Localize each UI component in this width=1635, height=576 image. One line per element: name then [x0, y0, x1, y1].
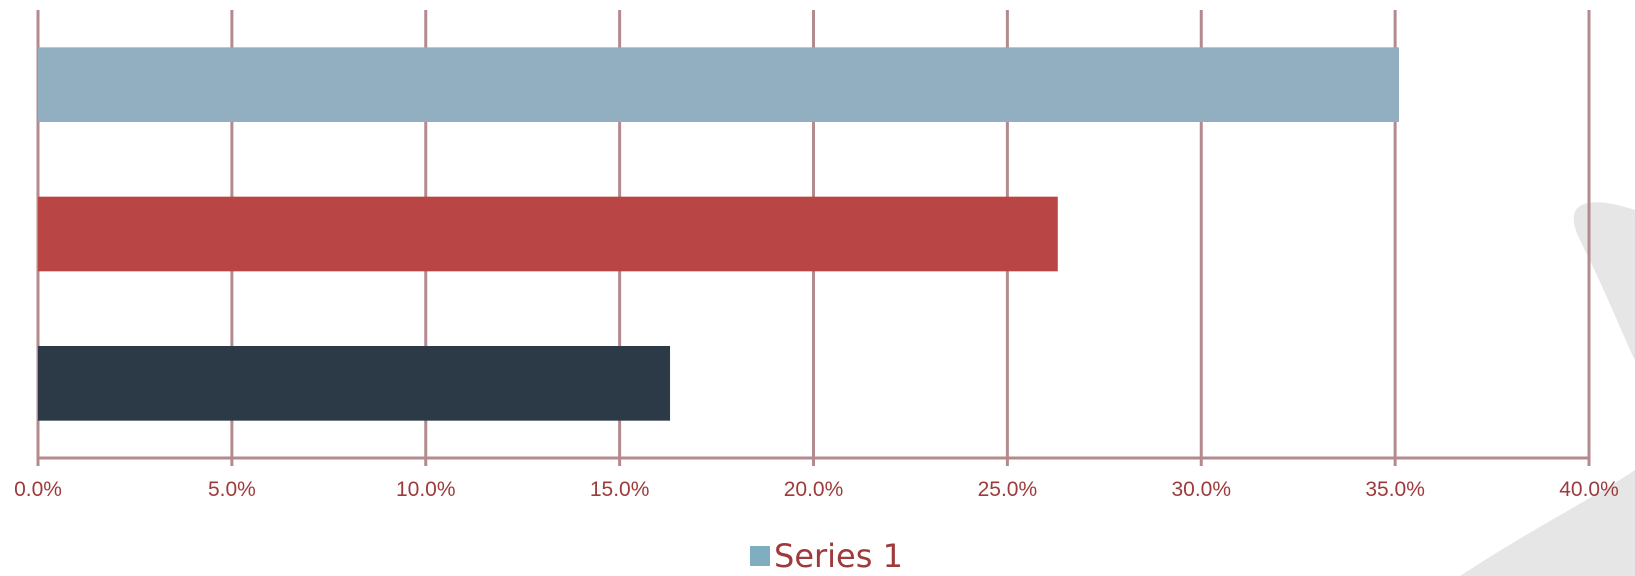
- x-tick-label: 25.0%: [978, 478, 1038, 501]
- x-tick-label: 35.0%: [1365, 478, 1425, 501]
- bar: [38, 196, 1058, 272]
- x-axis: 0.0% 5.0% 10.0% 15.0% 20.0% 25.0% 30.0% 35.0% 40…: [14, 456, 1619, 501]
- x-tick-label: 20.0%: [784, 478, 844, 501]
- background-swoosh-lower: [1460, 470, 1635, 576]
- x-tick-label: 15.0%: [590, 478, 650, 501]
- legend-swatch: [750, 546, 770, 566]
- x-tick-label: 40.0%: [1559, 478, 1619, 501]
- x-tick-label: 30.0%: [1171, 478, 1231, 501]
- bar: [38, 47, 1400, 123]
- bars: [38, 47, 1400, 421]
- legend-label: Series 1: [774, 537, 903, 575]
- background-swoosh: [1573, 202, 1635, 360]
- x-tick-label: 5.0%: [208, 478, 256, 501]
- x-tick-label: 10.0%: [396, 478, 456, 501]
- bar: [38, 346, 671, 421]
- x-tick-label: 0.0%: [14, 478, 62, 501]
- legend: Series 1: [750, 540, 903, 572]
